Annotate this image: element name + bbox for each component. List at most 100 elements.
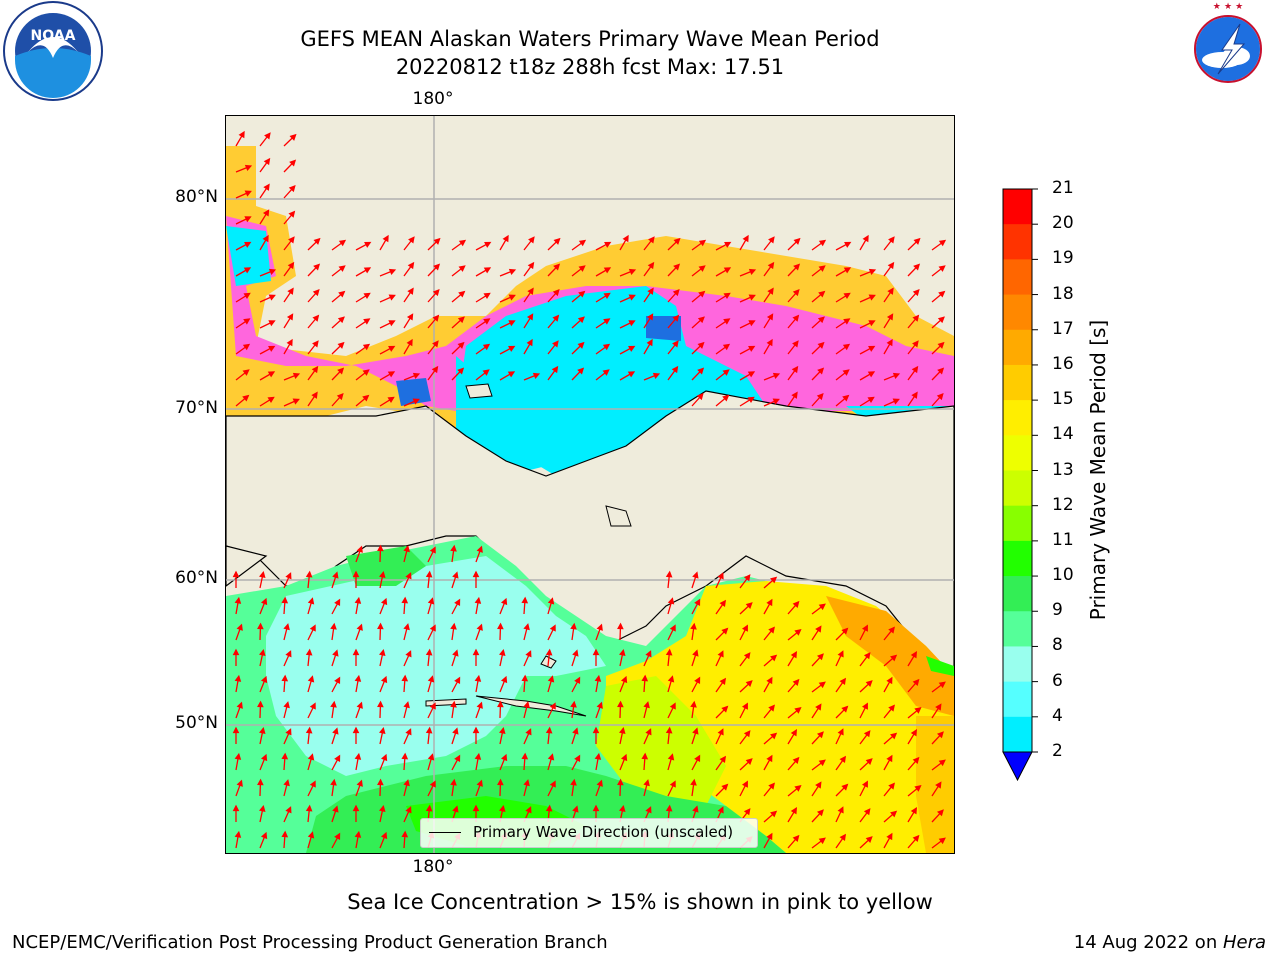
wave-arrow-head	[641, 674, 649, 682]
wave-arrow-head	[244, 164, 253, 172]
wave-arrow-head	[842, 369, 850, 376]
wave-arrow-head	[742, 234, 749, 243]
wave-arrow-head	[452, 649, 459, 657]
wave-arrow-head	[307, 753, 315, 761]
wave-arrow-head	[244, 216, 252, 223]
wave-arrow-head	[307, 831, 315, 839]
wave-arrow-head	[502, 234, 509, 243]
wave-arrow-head	[401, 674, 409, 682]
wave-arrow-head	[483, 267, 492, 274]
wave-arrow-head	[458, 265, 466, 272]
wave-arrow-head	[868, 294, 876, 301]
wave-arrow-head	[577, 316, 585, 324]
wave-arrow-head	[403, 623, 410, 631]
wave-arrow-head	[450, 700, 457, 708]
wave-arrow-head	[552, 289, 560, 297]
wave-arrow-head	[377, 778, 384, 786]
wave-arrow-head	[837, 728, 844, 736]
wave-arrow-head	[382, 234, 389, 243]
wave-arrow-head	[287, 287, 294, 295]
wave-arrow-head	[574, 676, 581, 684]
wave-arrow-head	[698, 265, 706, 272]
wave-arrow-head	[937, 316, 945, 324]
colorbar	[1000, 188, 1050, 788]
wave-arrow-head	[288, 185, 296, 193]
wave-arrow-head	[508, 345, 516, 352]
colorbar-swatch	[1003, 224, 1032, 260]
wave-arrow-head	[334, 832, 341, 840]
wave-arrow-head	[238, 130, 245, 139]
wave-arrow-head	[362, 343, 371, 351]
wave-arrow-head	[311, 365, 319, 374]
wave-arrow-head	[281, 596, 289, 604]
wave-arrow-head	[766, 832, 773, 841]
wave-arrow-head	[868, 320, 876, 327]
wave-arrow-head	[619, 804, 626, 813]
wave-arrow-head	[236, 623, 243, 631]
colorbar-tick-label: 11	[1052, 529, 1074, 550]
wave-arrow-head	[243, 318, 251, 325]
wave-arrow-head	[698, 290, 706, 298]
colorbar-tick-label: 12	[1052, 494, 1074, 515]
wave-arrow-head	[892, 372, 901, 380]
wave-arrow-head	[407, 261, 415, 270]
wave-arrow-head	[407, 287, 414, 295]
wave-arrow-head	[745, 680, 753, 688]
wave-arrow-head	[377, 544, 384, 552]
wave-arrow-head	[352, 726, 360, 734]
wave-arrow-head	[285, 572, 292, 580]
colorbar-tick-label: 20	[1052, 213, 1074, 234]
wave-arrow-head	[888, 704, 895, 712]
wave-arrow-head	[766, 676, 773, 685]
wave-arrow-head	[747, 371, 756, 378]
colorbar-swatch	[1003, 540, 1032, 577]
wave-arrow-head	[403, 701, 410, 709]
wave-arrow-head	[286, 313, 294, 321]
wave-arrow-head	[603, 267, 612, 274]
wave-arrow-head	[354, 674, 362, 682]
wave-arrow-head	[264, 132, 271, 140]
wave-arrow-head	[406, 313, 414, 321]
wave-arrow-head	[818, 759, 826, 767]
svg-text:★ ★ ★: ★ ★ ★	[1213, 2, 1243, 12]
wave-arrow-head	[890, 732, 898, 740]
wave-arrow-head	[232, 726, 240, 734]
colorbar-swatch	[1003, 400, 1032, 436]
colorbar-swatch	[1003, 259, 1032, 296]
wave-arrow-head	[474, 596, 482, 604]
wave-arrow-head	[363, 318, 371, 325]
footer-date: 14 Aug 2022 on Hera	[1074, 932, 1266, 953]
wave-arrow-head	[260, 831, 268, 840]
wave-arrow-head	[665, 570, 673, 578]
wave-arrow-head	[268, 345, 276, 352]
wave-arrow-head	[285, 728, 292, 736]
wave-arrow-head	[356, 701, 363, 709]
wave-arrow-head	[484, 241, 492, 248]
wave-arrow-head	[260, 753, 268, 762]
wave-arrow-head	[794, 629, 802, 636]
wave-arrow-head	[532, 372, 541, 380]
wave-arrow-head	[721, 783, 729, 791]
wave-arrow-head	[549, 624, 556, 632]
wave-arrow-head	[910, 729, 917, 737]
wave-arrow-head	[283, 623, 290, 631]
wave-arrow-head	[888, 626, 895, 634]
wave-arrow-head	[405, 650, 412, 658]
wave-arrow-head	[790, 651, 797, 659]
lat-label-70: 70°N	[175, 398, 218, 418]
wave-arrow-head	[935, 703, 942, 711]
colorbar-tick-label: 6	[1052, 670, 1063, 691]
wave-arrow-head	[665, 726, 673, 734]
wave-arrow-head	[545, 726, 553, 734]
wave-arrow-head	[432, 314, 440, 322]
wave-arrow-head	[521, 674, 529, 682]
wave-arrow-head	[244, 190, 252, 197]
wave-arrow-head	[364, 241, 372, 248]
wave-arrow-head	[330, 700, 337, 708]
wave-arrow-head	[552, 340, 559, 348]
legend-label: Primary Wave Direction (unscaled)	[473, 823, 734, 841]
wave-arrow-head	[476, 623, 483, 631]
wave-arrow-head	[863, 730, 871, 738]
colorbar-tick-label: 8	[1052, 635, 1063, 656]
islands	[425, 383, 632, 717]
